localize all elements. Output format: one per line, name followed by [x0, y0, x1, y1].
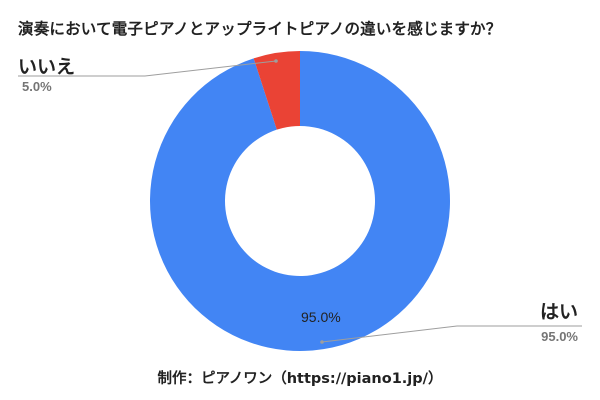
slice-yes-value: 95.0% — [301, 309, 341, 325]
slice-yes — [149, 51, 450, 351]
label-yes-percent: 95.0% — [541, 329, 578, 344]
label-no-name: いいえ — [18, 56, 76, 78]
chart-title: 演奏において電子ピアノとアップライトピアノの違いを感じますか？ — [18, 20, 502, 38]
source-credit: 制作：ピアノワン（https://piano1.jp/） — [157, 371, 443, 387]
label-no-percent: 5.0% — [22, 79, 52, 94]
leader-dot-no — [274, 59, 278, 63]
leader-line-yes — [321, 325, 582, 343]
donut-slices — [149, 51, 450, 351]
label-yes-name: はい — [539, 301, 578, 323]
leader-dot-yes — [320, 340, 324, 344]
slice-no — [253, 51, 300, 130]
leader-line-no — [18, 60, 277, 77]
